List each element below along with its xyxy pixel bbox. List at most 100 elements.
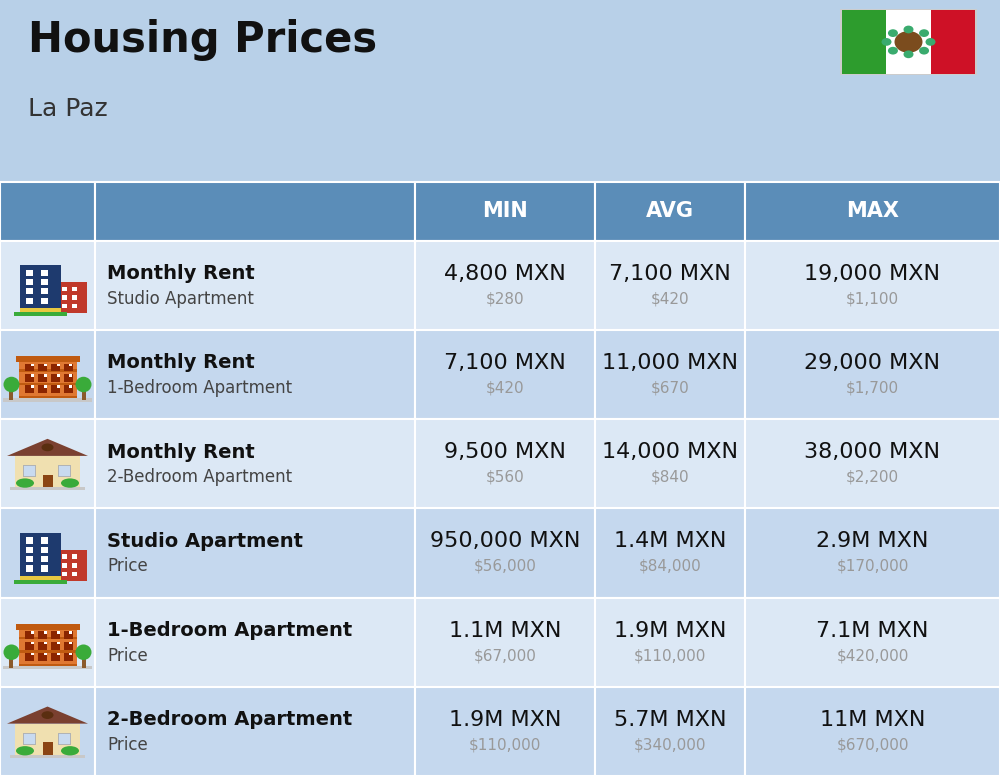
Bar: [931, 10, 975, 74]
Bar: [886, 10, 931, 74]
Bar: [58, 733, 70, 743]
Bar: [40, 556, 48, 562]
Bar: [64, 653, 72, 661]
Bar: [69, 374, 72, 376]
Bar: [415, 419, 595, 508]
Bar: [23, 465, 35, 476]
Bar: [14, 312, 66, 317]
Text: 1-Bedroom Apartment: 1-Bedroom Apartment: [107, 621, 352, 640]
Bar: [95, 330, 415, 419]
Text: $670: $670: [651, 380, 689, 395]
Circle shape: [926, 38, 936, 46]
Bar: [18, 625, 76, 666]
Bar: [16, 355, 80, 362]
Text: $2,200: $2,200: [846, 469, 899, 484]
Bar: [56, 643, 60, 644]
Text: $840: $840: [651, 469, 689, 484]
Bar: [415, 687, 595, 776]
Bar: [95, 419, 415, 508]
Bar: [44, 374, 46, 376]
Bar: [56, 282, 87, 313]
Bar: [50, 374, 60, 382]
Bar: [595, 598, 745, 687]
Bar: [50, 363, 60, 371]
Bar: [50, 643, 60, 650]
Polygon shape: [7, 706, 88, 723]
Bar: [595, 687, 745, 776]
Text: Studio Apartment: Studio Apartment: [107, 532, 303, 551]
Bar: [44, 643, 46, 644]
Bar: [14, 580, 66, 584]
Text: $1,700: $1,700: [846, 380, 899, 395]
Bar: [69, 643, 72, 644]
Bar: [18, 383, 76, 385]
Bar: [38, 643, 46, 650]
Bar: [9, 390, 13, 400]
Bar: [595, 508, 745, 598]
Text: $420: $420: [486, 380, 524, 395]
Ellipse shape: [4, 644, 20, 660]
Bar: [62, 563, 66, 567]
Text: Price: Price: [107, 557, 148, 575]
Text: 1.4M MXN: 1.4M MXN: [614, 532, 726, 551]
Text: Price: Price: [107, 736, 148, 753]
Bar: [95, 687, 415, 776]
Text: 7.1M MXN: 7.1M MXN: [816, 621, 929, 640]
Bar: [26, 565, 32, 571]
Bar: [62, 295, 66, 300]
Bar: [23, 733, 35, 743]
Bar: [95, 508, 415, 598]
Bar: [50, 632, 60, 639]
Bar: [24, 363, 34, 371]
Bar: [0, 241, 95, 330]
Text: Price: Price: [107, 646, 148, 664]
Bar: [20, 532, 61, 580]
Text: 11M MXN: 11M MXN: [820, 710, 925, 729]
Bar: [595, 182, 745, 241]
Bar: [56, 632, 60, 633]
Text: 38,000 MXN: 38,000 MXN: [804, 442, 940, 462]
Bar: [18, 637, 76, 639]
Bar: [18, 650, 76, 653]
Text: $420: $420: [651, 291, 689, 306]
Bar: [64, 632, 72, 639]
Bar: [44, 653, 46, 655]
Ellipse shape: [61, 747, 79, 756]
Text: 7,100 MXN: 7,100 MXN: [609, 264, 731, 283]
Bar: [10, 754, 85, 757]
Bar: [18, 664, 76, 666]
Bar: [44, 386, 46, 387]
Bar: [20, 576, 61, 580]
Bar: [50, 653, 60, 661]
Text: $280: $280: [486, 291, 524, 306]
Text: $110,000: $110,000: [469, 737, 541, 752]
Bar: [23, 465, 35, 476]
Bar: [62, 286, 66, 291]
Text: Housing Prices: Housing Prices: [28, 19, 377, 61]
Text: $1,100: $1,100: [846, 291, 899, 306]
Bar: [31, 653, 34, 655]
Bar: [24, 643, 34, 650]
Bar: [24, 653, 34, 661]
Bar: [18, 358, 76, 399]
Bar: [745, 687, 1000, 776]
Text: Monthly Rent: Monthly Rent: [107, 442, 255, 462]
Bar: [415, 241, 595, 330]
Bar: [72, 303, 76, 308]
Bar: [20, 265, 61, 313]
Bar: [31, 363, 34, 365]
Ellipse shape: [4, 377, 20, 392]
Bar: [40, 537, 48, 543]
Bar: [50, 386, 60, 393]
Bar: [15, 723, 80, 754]
Bar: [69, 363, 72, 365]
Circle shape: [904, 26, 914, 33]
Bar: [56, 374, 60, 376]
Text: La Paz: La Paz: [28, 97, 108, 121]
Bar: [3, 666, 92, 669]
Bar: [415, 330, 595, 419]
Text: $84,000: $84,000: [639, 559, 701, 573]
Bar: [23, 733, 35, 743]
Bar: [31, 386, 34, 387]
Bar: [24, 386, 34, 393]
